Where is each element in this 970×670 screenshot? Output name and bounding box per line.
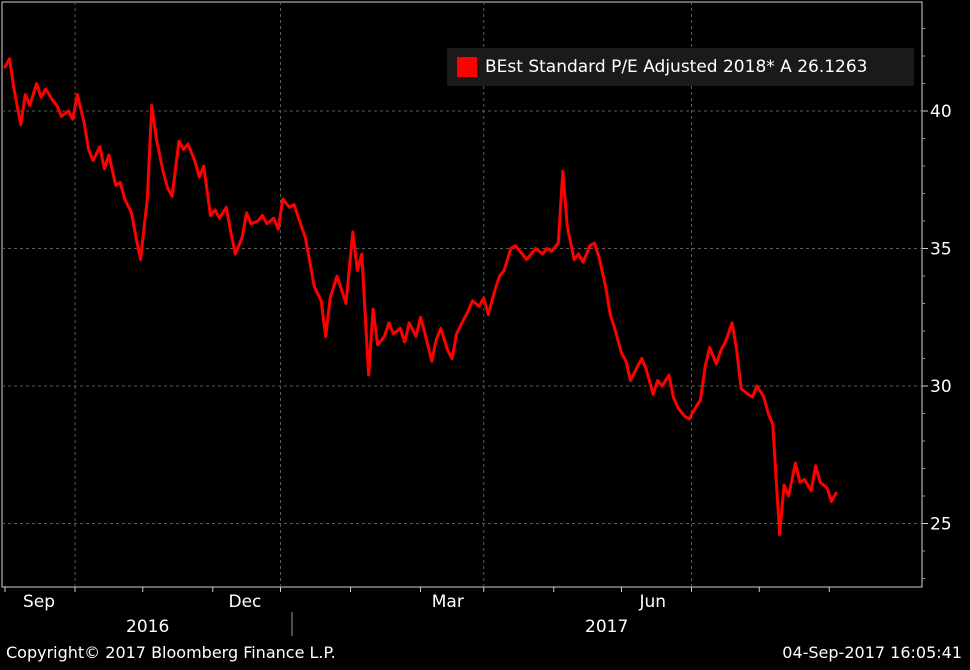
x-tick-label: Dec <box>229 592 262 612</box>
timestamp-text: 04-Sep-2017 16:05:41 <box>782 643 962 662</box>
axis-layer: 25 30 35 40 Sep Dec Mar Jun 2016 2017 <box>4 28 952 637</box>
y-tick-label: 30 <box>930 377 952 397</box>
copyright-text: Copyright© 2017 Bloomberg Finance L.P. <box>6 643 336 662</box>
y-tick-label: 40 <box>930 102 952 122</box>
x-tick-label: Jun <box>639 592 667 612</box>
legend-swatch <box>457 57 477 77</box>
plot-area <box>1 1 923 588</box>
x-tick-label: Mar <box>432 592 464 612</box>
x-tick-label: Sep <box>23 592 55 612</box>
legend-label: BEst Standard P/E Adjusted 2018* A 26.12… <box>485 57 868 77</box>
year-label: 2016 <box>126 617 169 637</box>
legend: BEst Standard P/E Adjusted 2018* A 26.12… <box>447 48 914 86</box>
year-label: 2017 <box>585 617 628 637</box>
footer-bar <box>0 639 970 670</box>
series-line <box>3 57 838 536</box>
y-tick-label: 35 <box>930 240 952 260</box>
y-tick-label: 25 <box>930 515 952 535</box>
series-layer <box>3 57 838 536</box>
